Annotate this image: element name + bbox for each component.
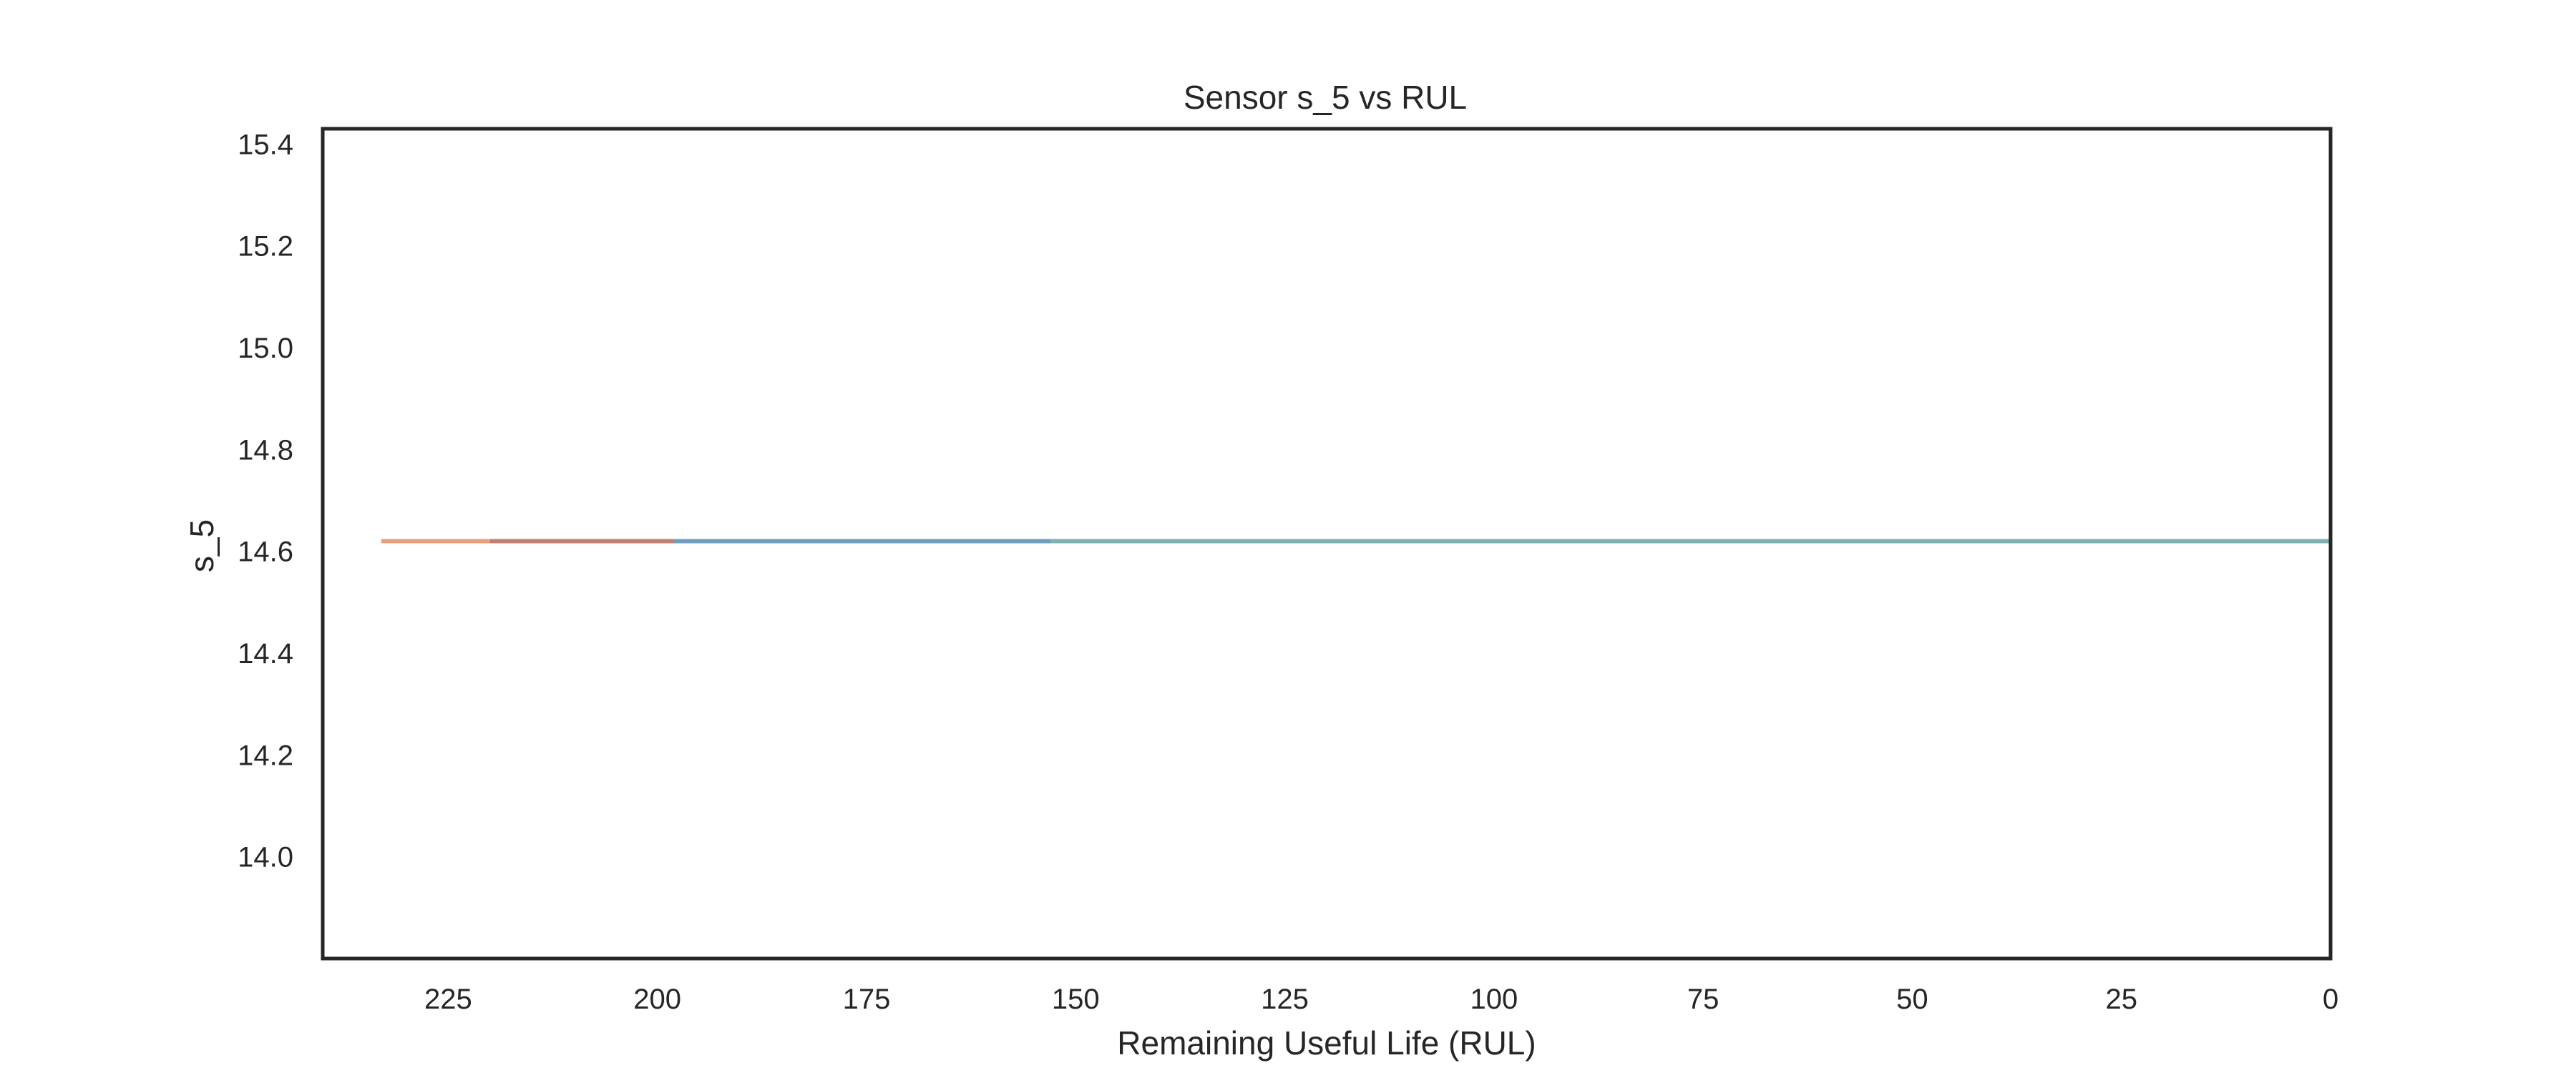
- y-tick-label: 14.8: [238, 434, 293, 466]
- x-tick-label: 25: [2105, 984, 2137, 1015]
- x-tick-label: 225: [424, 984, 472, 1015]
- y-axis-label: s_5: [183, 519, 220, 572]
- x-tick-label: 75: [1687, 984, 1719, 1015]
- plot-frame: [321, 127, 2333, 961]
- x-tick-label: 0: [2323, 984, 2338, 1015]
- x-tick-labels: 225 200 175 150 125 100 75 50 25 0: [424, 984, 2338, 1015]
- x-tick-label: 175: [843, 984, 891, 1015]
- y-tick-label: 14.0: [238, 842, 293, 873]
- y-tick-label: 14.4: [238, 638, 293, 670]
- y-tick-label: 15.4: [238, 129, 293, 160]
- y-tick-labels: 14.0 14.2 14.4 14.6 14.8 15.0 15.2 15.4: [238, 129, 293, 873]
- chart-title: Sensor s_5 vs RUL: [1184, 79, 1467, 116]
- x-tick-label: 125: [1261, 984, 1309, 1015]
- y-tick-label: 14.2: [238, 740, 293, 771]
- x-tick-label: 50: [1896, 984, 1928, 1015]
- y-tick-label: 15.2: [238, 231, 293, 263]
- y-tick-label: 14.6: [238, 536, 293, 568]
- x-tick-label: 150: [1052, 984, 1100, 1015]
- x-axis-label: Remaining Useful Life (RUL): [1117, 1024, 1536, 1062]
- x-tick-label: 100: [1470, 984, 1518, 1015]
- y-tick-label: 15.0: [238, 333, 293, 364]
- x-tick-label: 200: [633, 984, 681, 1015]
